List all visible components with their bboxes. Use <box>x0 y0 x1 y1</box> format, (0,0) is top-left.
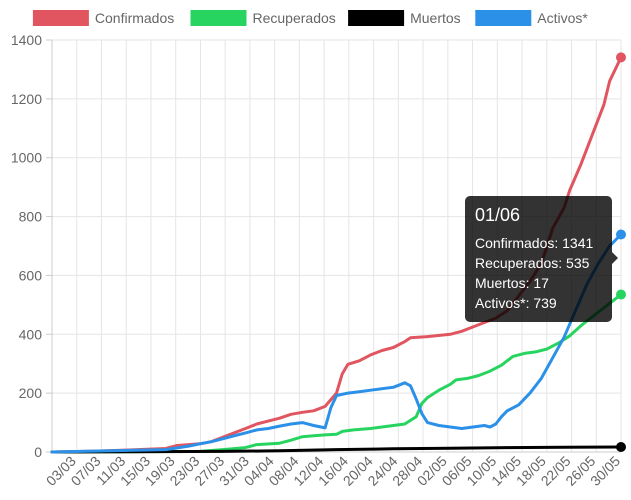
series-line-muertos <box>50 445 623 454</box>
tooltip-title: 01/06 <box>475 205 520 225</box>
data-point-activos[interactable] <box>616 229 626 240</box>
y-tick-label: 1000 <box>11 150 42 166</box>
tooltip-line: Activos*: 739 <box>475 295 557 311</box>
legend-label[interactable]: Recuperados <box>253 10 336 26</box>
y-tick-label: 400 <box>19 326 43 342</box>
legend-swatch[interactable] <box>348 10 405 26</box>
legend-swatch[interactable] <box>32 10 89 26</box>
tooltip-box <box>465 196 612 322</box>
legend-label[interactable]: Muertos <box>410 10 461 26</box>
tooltip-line: Muertos: 17 <box>475 275 549 291</box>
data-point-recuperados[interactable] <box>616 289 626 300</box>
y-tick-label: 200 <box>19 385 43 401</box>
series-line-activos <box>50 233 623 454</box>
y-tick-label: 1200 <box>11 91 42 107</box>
x-tick-label: 30/05 <box>587 453 623 489</box>
tooltip-line: Recuperados: 535 <box>475 255 590 271</box>
tooltip-caret <box>612 252 618 264</box>
y-tick-label: 800 <box>19 209 43 225</box>
data-point-confirmados[interactable] <box>616 52 626 63</box>
legend-swatch[interactable] <box>190 10 247 26</box>
series-line-recuperados <box>50 293 623 454</box>
legend-label[interactable]: Activos* <box>537 10 588 26</box>
y-tick-label: 0 <box>34 444 42 460</box>
legend-swatch[interactable] <box>475 10 532 26</box>
tooltip-line: Confirmados: 1341 <box>475 235 594 251</box>
y-tick-label: 1400 <box>11 32 42 48</box>
data-point-muertos[interactable] <box>616 441 626 452</box>
y-tick-label: 600 <box>19 267 43 283</box>
legend-label[interactable]: Confirmados <box>95 10 174 26</box>
